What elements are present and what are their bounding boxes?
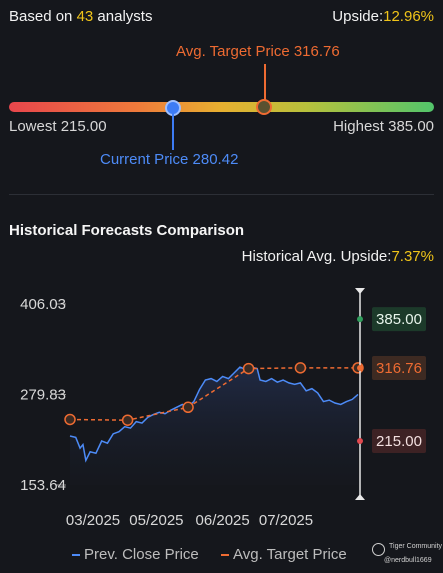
avg-target-point: [294, 362, 307, 374]
end-value-label: 385.00: [376, 311, 422, 328]
legend-blue-line-icon: [72, 554, 80, 557]
end-value-dot: [357, 365, 363, 372]
current-price-connector: [172, 112, 174, 150]
end-value-dot: [357, 437, 363, 444]
end-value-badge: [372, 307, 426, 332]
price-area-fill: [70, 367, 358, 485]
projection-top-arrow-icon: [355, 288, 365, 294]
prev-close-price-line: [69, 366, 359, 463]
x-tick-label: 03/2025: [66, 512, 120, 529]
legend-prev-close[interactable]: Prev. Close Price: [72, 546, 199, 563]
historical-upside-label: Historical Avg. Upside:7.37%: [241, 248, 434, 265]
end-value-dot: [357, 316, 363, 323]
x-tick-label: 05/2025: [129, 512, 183, 529]
avg-target-point: [242, 362, 255, 375]
section-divider: [9, 194, 434, 195]
tiger-logo-icon: [372, 543, 385, 556]
y-tick-label: 406.03: [20, 296, 66, 313]
legend-orange-line-icon: [221, 554, 229, 557]
legend-avg-target[interactable]: Avg. Target Price: [221, 546, 347, 563]
watermark-user: @nerdbull1669: [384, 557, 432, 564]
lowest-price-label: Lowest 215.00: [9, 118, 107, 135]
projection-bottom-arrow-icon: [355, 494, 365, 500]
historical-forecast-chart[interactable]: 406.03 279.83 153.64 03/2025 05/2025 06/2025 0…: [0, 280, 443, 540]
avg-target-point: [64, 413, 76, 426]
highest-price-label: Highest 385.00: [333, 118, 434, 135]
analysts-count-label: Based on 43 analysts: [9, 8, 153, 25]
avg-target-price-line: [69, 367, 358, 421]
price-range-bar: [9, 102, 434, 112]
analysts-count: 43: [76, 8, 94, 25]
end-value-label: 316.76: [376, 360, 422, 377]
watermark-name: Tiger Community: [389, 543, 443, 550]
avg-target-label: Avg. Target Price 316.76: [176, 43, 340, 60]
end-value-badge: [372, 428, 426, 453]
upside-label: Upside:12.96%: [332, 8, 434, 25]
avg-target-marker: [256, 99, 272, 115]
historical-forecasts-title: Historical Forecasts Comparison: [9, 222, 245, 239]
end-value-label: 215.00: [376, 433, 422, 450]
upside-value: 12.96%: [383, 8, 434, 25]
end-value-badge: [372, 356, 426, 381]
x-tick-label: 07/2025: [259, 512, 313, 529]
avg-target-point: [121, 414, 134, 426]
y-tick-label: 153.64: [20, 477, 66, 494]
avg-target-point: [182, 401, 194, 414]
avg-target-connector: [264, 64, 266, 100]
x-tick-label: 06/2025: [196, 512, 250, 529]
current-price-label: Current Price 280.42: [100, 151, 239, 168]
historical-upside-value: 7.37%: [391, 248, 434, 265]
y-tick-label: 279.83: [20, 387, 66, 404]
